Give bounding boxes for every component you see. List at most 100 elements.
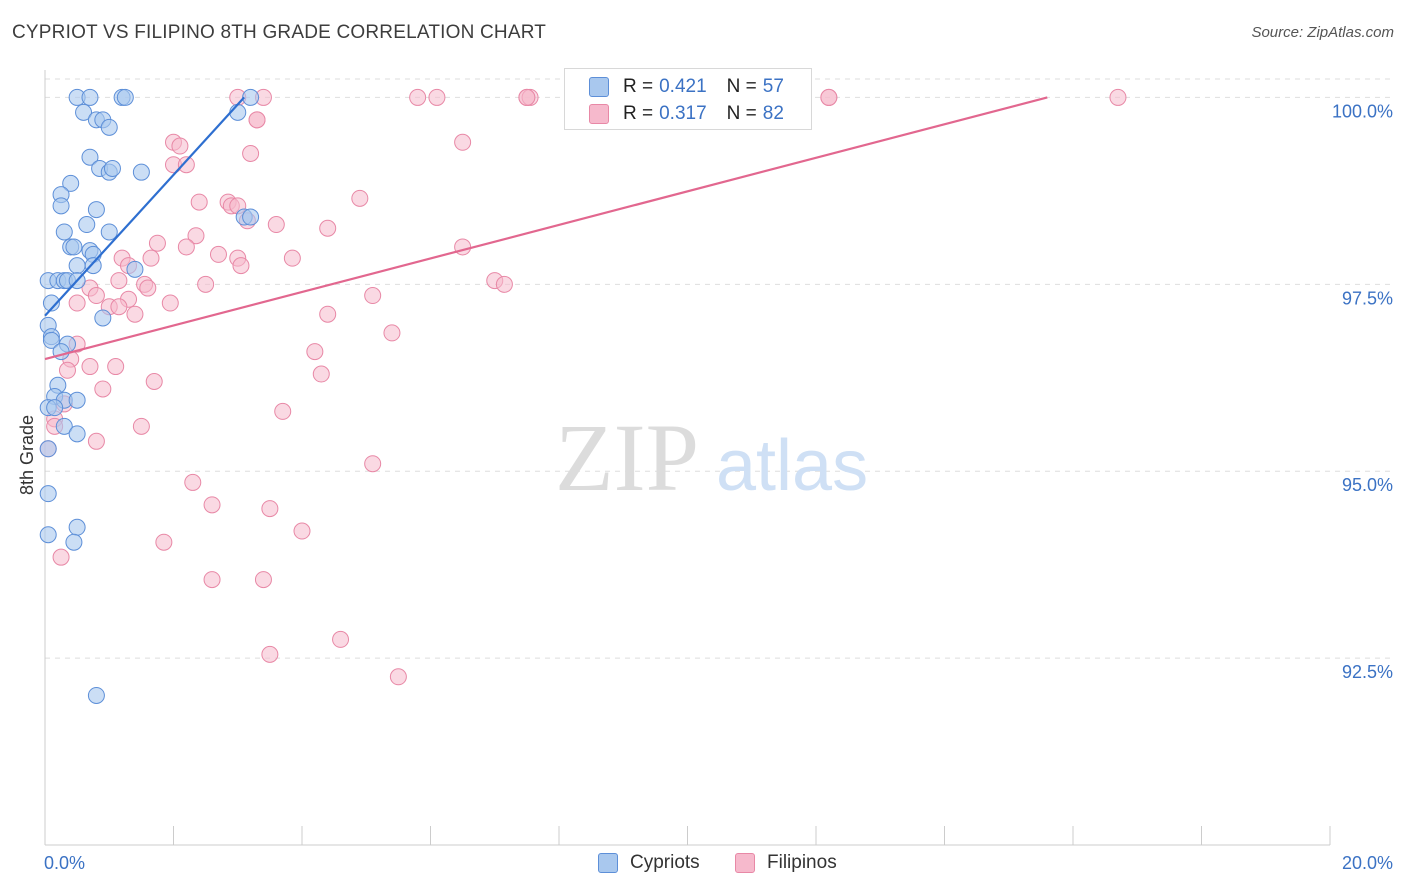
filipino-point: [242, 144, 260, 162]
filipino-point: [161, 294, 179, 312]
n-value: 82: [762, 103, 784, 124]
chart-title: CYPRIOT VS FILIPINO 8TH GRADE CORRELATIO…: [12, 22, 547, 43]
cypriot-point: [39, 440, 57, 458]
r-value: 0.421: [659, 76, 707, 97]
legend-item-filipinos[interactable]: Filipinos: [735, 852, 837, 874]
filipino-point: [454, 133, 472, 151]
series-legend: Cypriots Filipinos: [0, 852, 1406, 878]
y-tick-label: 97.5%: [1342, 288, 1393, 308]
legend-row-filipinos: R = 0.317 N = 82: [589, 102, 784, 126]
cypriot-point: [46, 399, 64, 417]
filipino-point: [68, 294, 86, 312]
cypriot-point: [87, 686, 105, 704]
cypriot-legend-label: Cypriots: [630, 852, 700, 873]
cypriot-point: [68, 391, 86, 409]
filipino-point: [267, 216, 285, 234]
filipino-point: [364, 455, 382, 473]
filipino-point: [87, 432, 105, 450]
filipino-point: [428, 88, 446, 106]
watermark-atlas: atlas: [716, 426, 868, 506]
filipino-point: [261, 500, 279, 518]
r-value: 0.317: [659, 103, 707, 124]
filipino-point: [177, 156, 195, 174]
x-tick-label-max: 20.0%: [1342, 853, 1393, 873]
filipino-points: [39, 88, 1127, 686]
filipino-point: [261, 645, 279, 663]
filipino-point: [518, 88, 536, 106]
filipino-point: [203, 496, 221, 514]
filipino-point: [87, 287, 105, 305]
filipino-point: [364, 287, 382, 305]
filipino-point: [171, 137, 189, 155]
cypriot-point: [81, 148, 99, 166]
filipino-point: [293, 522, 311, 540]
filipino-point: [110, 272, 128, 290]
y-tick-label: 95.0%: [1342, 475, 1393, 495]
n-label: N =: [726, 76, 757, 97]
filipino-point: [58, 361, 76, 379]
cypriot-point: [68, 425, 86, 443]
filipino-point: [1109, 88, 1127, 106]
watermark-zip: ZIP: [555, 404, 699, 511]
source-label: Source: ZipAtlas.com: [1251, 24, 1394, 41]
filipino-point: [820, 88, 838, 106]
cypriot-point: [65, 238, 83, 256]
filipino-point: [110, 298, 128, 316]
cypriot-point: [132, 163, 150, 181]
cypriot-point: [229, 103, 247, 121]
filipino-point: [495, 275, 513, 293]
legend-item-cypriots[interactable]: Cypriots: [598, 852, 700, 874]
cypriot-point: [68, 257, 86, 275]
filipino-legend-swatch: [735, 853, 755, 873]
filipino-point: [197, 275, 215, 293]
cypriot-legend-swatch: [598, 853, 618, 873]
filipino-point: [351, 189, 369, 207]
filipino-point: [142, 249, 160, 267]
filipino-trend-line: [44, 96, 1048, 361]
cypriot-point: [42, 294, 60, 312]
filipino-point: [139, 279, 157, 297]
r-label: R =: [623, 103, 654, 124]
filipino-point: [107, 358, 125, 376]
filipino-point: [184, 473, 202, 491]
filipino-swatch: [589, 104, 609, 124]
y-tick-label: 92.5%: [1342, 662, 1393, 682]
cypriot-swatch: [589, 77, 609, 97]
filipino-point: [312, 365, 330, 383]
cypriot-point: [62, 174, 80, 192]
cypriot-points: [39, 88, 260, 704]
cypriot-point: [55, 417, 73, 435]
filipino-point: [209, 245, 227, 263]
filipino-point: [177, 238, 195, 256]
y-tick-label: 100.0%: [1332, 101, 1393, 121]
legend-row-cypriots: R = 0.421 N = 57: [589, 75, 784, 99]
filipino-point: [383, 324, 401, 342]
cypriot-point: [100, 118, 118, 136]
cypriot-point: [39, 526, 57, 544]
cypriot-trend-line: [44, 96, 245, 317]
cypriot-point: [65, 533, 83, 551]
filipino-point: [145, 373, 163, 391]
cypriot-point: [126, 260, 144, 278]
cypriot-point: [116, 88, 134, 106]
cypriot-point: [94, 309, 112, 327]
filipino-legend-label: Filipinos: [767, 852, 837, 873]
cypriot-point: [84, 257, 102, 275]
filipino-point: [274, 402, 292, 420]
filipino-point: [187, 227, 205, 245]
axes: [44, 70, 1331, 846]
tick-labels: 92.5% 95.0% 97.5% 100.0% 0.0% 20.0%: [44, 101, 1393, 873]
grid-lines: [45, 78, 1392, 659]
filipino-point: [81, 358, 99, 376]
filipino-point: [232, 257, 250, 275]
filipino-point: [283, 249, 301, 267]
filipino-point: [132, 417, 150, 435]
cypriot-point: [100, 223, 118, 241]
cypriot-point: [78, 216, 96, 234]
cypriot-point: [55, 223, 73, 241]
cypriot-point: [52, 197, 70, 215]
watermark: ZIP atlas: [555, 404, 868, 511]
r-label: R =: [623, 76, 654, 97]
cypriot-point: [68, 518, 86, 536]
